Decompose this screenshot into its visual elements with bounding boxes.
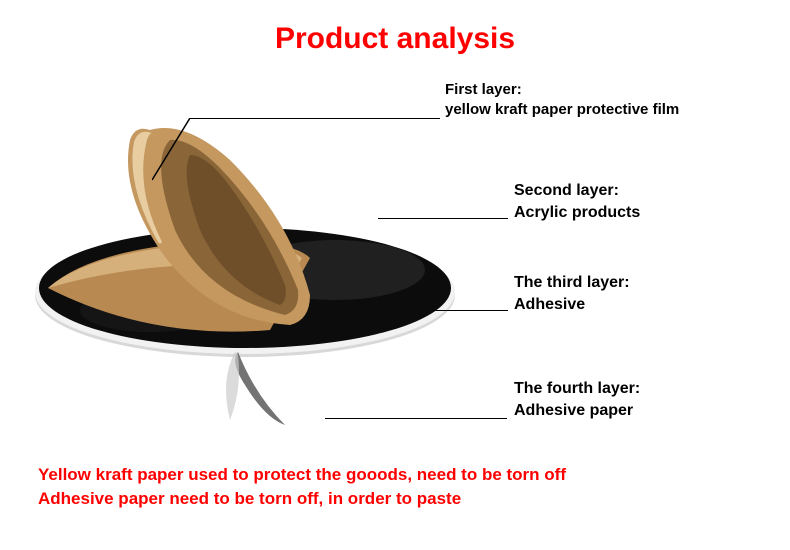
callout-line: The fourth layer: [514, 378, 640, 400]
leader-line [378, 218, 508, 219]
callout-line: Acrylic products [514, 202, 640, 224]
product-diagram [30, 120, 460, 420]
callout-layer-3: The third layer: Adhesive [514, 272, 630, 315]
callout-line: Adhesive [514, 294, 630, 316]
footnote-line: Adhesive paper need to be torn off, in o… [38, 487, 566, 512]
callout-layer-1: First layer: yellow kraft paper protecti… [445, 80, 679, 121]
leader-diagonal [152, 118, 192, 183]
callout-line: The third layer: [514, 272, 630, 294]
callout-layer-4: The fourth layer: Adhesive paper [514, 378, 640, 421]
leader-line [325, 418, 507, 419]
callout-line: Second layer: [514, 180, 640, 202]
leader-line [190, 118, 440, 119]
diagram-svg [30, 120, 460, 440]
page-title: Product analysis [275, 22, 515, 56]
callout-line: yellow kraft paper protective film [445, 100, 679, 120]
callout-line: First layer: [445, 80, 679, 100]
footnote-line: Yellow kraft paper used to protect the g… [38, 463, 566, 488]
callout-layer-2: Second layer: Acrylic products [514, 180, 640, 223]
callout-line: Adhesive paper [514, 400, 640, 422]
leader-line [432, 310, 508, 311]
footnote: Yellow kraft paper used to protect the g… [38, 463, 566, 512]
